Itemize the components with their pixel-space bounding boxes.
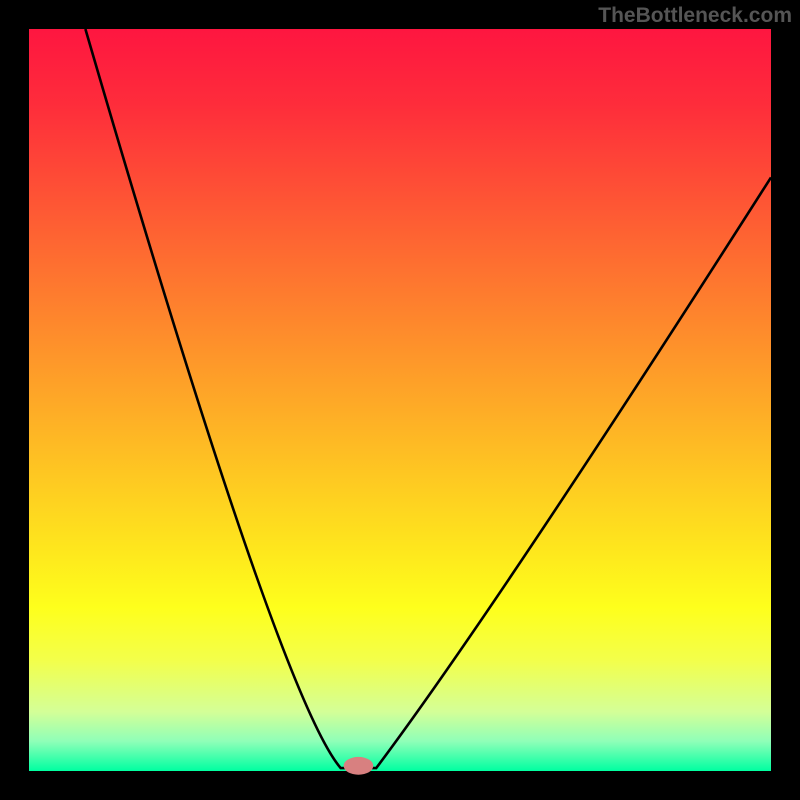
bottleneck-chart xyxy=(0,0,800,800)
chart-container: TheBottleneck.com xyxy=(0,0,800,800)
optimal-point-marker xyxy=(344,757,374,775)
attribution-text: TheBottleneck.com xyxy=(598,4,792,28)
plot-background xyxy=(29,29,771,771)
